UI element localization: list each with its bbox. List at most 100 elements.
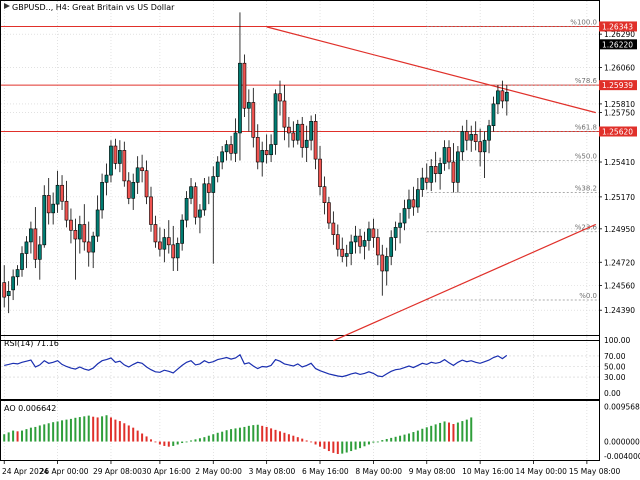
candle-65 — [291, 121, 296, 148]
candle-body-93 — [416, 189, 420, 208]
ao-bar-16 — [74, 417, 77, 442]
ao-bar-31 — [141, 433, 144, 442]
ao-bar-94 — [421, 428, 424, 442]
ao-bar-105 — [470, 417, 473, 442]
fibonacci-layer: %100.0 %78.6 %61.8 %50.0 %38.2 %23.6 %0.0 — [426, 18, 599, 301]
candle-body-73 — [327, 202, 331, 224]
candle-body-2 — [11, 276, 15, 291]
candle-2 — [11, 269, 15, 301]
ao-bar-82 — [367, 441, 370, 445]
candle-14 — [64, 180, 69, 228]
candle-100 — [447, 140, 451, 170]
price-tick-label-3: 1.25750 — [604, 109, 635, 118]
candle-body-69 — [309, 121, 313, 141]
ao-bar-49 — [221, 431, 224, 442]
candle-77 — [344, 244, 349, 267]
candle-body-82 — [367, 228, 371, 241]
candle-body-66 — [295, 123, 300, 141]
ao-bar-50 — [225, 430, 228, 442]
current-price-tag: 1.26220 — [599, 39, 637, 50]
candle-4 — [20, 246, 24, 277]
candle-body-102 — [456, 151, 460, 183]
candle-body-106 — [473, 134, 478, 142]
candle-85 — [380, 244, 385, 296]
chart-title: GBPUSD.., H4: Great Britain vs US Dollar — [12, 3, 175, 12]
candle-82 — [367, 221, 371, 251]
candle-body-44 — [198, 209, 202, 218]
ao-bar-72 — [323, 441, 326, 449]
rsi-panel[interactable] — [0, 335, 600, 400]
ao-bar-3 — [16, 431, 19, 442]
ao-tick-label-1: 0.000000 — [604, 438, 640, 447]
candle-73 — [327, 196, 331, 229]
ao-bar-64 — [287, 434, 290, 442]
candle-body-63 — [282, 100, 287, 128]
price-tick-label-6: 1.24950 — [604, 225, 635, 234]
rsi-tick-label-0: 100.00 — [604, 336, 630, 345]
candle-81 — [362, 231, 367, 260]
candle-body-18 — [82, 224, 87, 243]
candle-body-54 — [242, 62, 247, 109]
ao-bar-63 — [283, 432, 286, 442]
candle-body-70 — [313, 121, 318, 160]
candle-69 — [309, 115, 313, 151]
ao-bar-87 — [390, 437, 393, 442]
candle-body-62 — [278, 93, 282, 102]
ao-bar-37 — [167, 441, 170, 447]
ao-bar-57 — [256, 424, 259, 442]
candle-9 — [42, 185, 47, 248]
rsi-tick-label-1: 70.00 — [604, 352, 626, 361]
ao-bar-47 — [212, 434, 215, 442]
ao-bar-85 — [381, 440, 384, 442]
ao-panel[interactable] — [0, 400, 600, 461]
candles-layer — [2, 12, 509, 314]
candle-5 — [24, 236, 29, 269]
ao-label: AO 0.006642 — [4, 404, 56, 413]
candle-79 — [353, 225, 358, 254]
candle-body-98 — [438, 163, 442, 174]
candle-83 — [371, 218, 376, 248]
ao-bar-99 — [443, 421, 446, 442]
ao-bar-103 — [461, 421, 464, 442]
ao-bar-62 — [278, 431, 281, 442]
candle-body-25 — [113, 145, 118, 164]
fib-level-label-2: %61.8 — [575, 123, 597, 131]
ao-tick-label-2: -0.004000 — [604, 452, 640, 461]
candle-15 — [69, 208, 73, 244]
candle-body-0 — [2, 282, 7, 298]
ao-bar-30 — [136, 430, 139, 442]
candle-97 — [433, 151, 438, 183]
ao-bar-71 — [319, 441, 322, 447]
candle-58 — [260, 141, 265, 177]
candle-body-4 — [20, 253, 24, 270]
candle-72 — [322, 176, 327, 215]
candle-body-64 — [287, 126, 291, 134]
candle-body-101 — [451, 161, 456, 183]
candle-body-108 — [482, 139, 487, 153]
candle-101 — [451, 143, 456, 193]
price-tick-label-0: 1.26290 — [604, 30, 635, 39]
candle-31 — [140, 154, 144, 183]
candle-body-53 — [238, 62, 242, 134]
candle-body-84 — [375, 237, 380, 256]
ao-bar-88 — [394, 436, 397, 442]
candle-body-83 — [371, 228, 376, 238]
candle-103 — [460, 125, 465, 161]
ao-bar-32 — [145, 436, 148, 442]
ao-bar-79 — [354, 441, 357, 450]
candle-98 — [438, 157, 442, 190]
candle-93 — [416, 177, 420, 213]
candle-86 — [384, 247, 389, 286]
candle-body-81 — [362, 240, 367, 247]
price-panel[interactable] — [0, 0, 600, 341]
candle-body-97 — [433, 166, 438, 174]
ao-bar-27 — [123, 423, 126, 442]
candle-body-65 — [291, 132, 296, 141]
candle-18 — [82, 204, 87, 251]
ao-bar-29 — [132, 427, 135, 442]
candle-body-60 — [269, 144, 273, 156]
candle-body-7 — [33, 228, 38, 260]
ao-bar-17 — [78, 417, 81, 442]
